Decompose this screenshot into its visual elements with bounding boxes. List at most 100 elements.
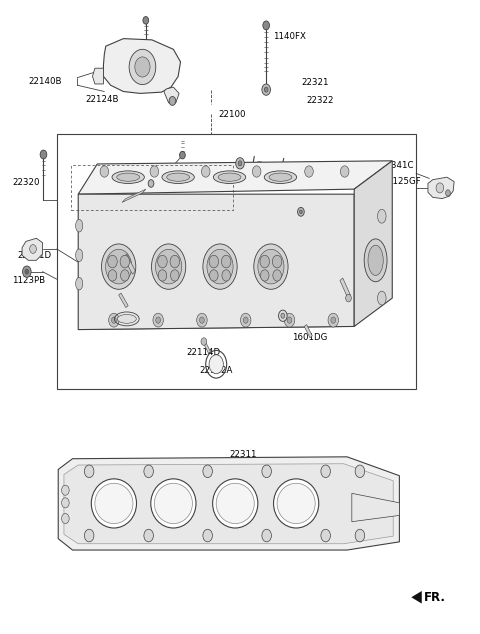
Ellipse shape bbox=[112, 171, 144, 183]
Circle shape bbox=[169, 96, 176, 105]
Text: 1601DG: 1601DG bbox=[292, 333, 328, 342]
Text: 1573GE: 1573GE bbox=[263, 319, 297, 328]
Polygon shape bbox=[58, 457, 399, 550]
Ellipse shape bbox=[75, 219, 83, 232]
Polygon shape bbox=[64, 463, 393, 544]
Circle shape bbox=[201, 338, 207, 346]
Circle shape bbox=[144, 529, 154, 542]
Ellipse shape bbox=[218, 173, 241, 181]
Polygon shape bbox=[123, 254, 135, 274]
Circle shape bbox=[300, 210, 302, 214]
Circle shape bbox=[346, 294, 351, 302]
Circle shape bbox=[252, 166, 261, 177]
Circle shape bbox=[144, 465, 154, 477]
Text: 22125A: 22125A bbox=[238, 180, 271, 189]
Circle shape bbox=[262, 84, 270, 95]
Ellipse shape bbox=[91, 479, 136, 528]
Circle shape bbox=[23, 266, 31, 277]
Bar bbox=[71, 165, 233, 210]
Ellipse shape bbox=[213, 479, 258, 528]
Circle shape bbox=[331, 317, 336, 323]
Ellipse shape bbox=[207, 249, 233, 284]
Circle shape bbox=[25, 269, 29, 274]
Circle shape bbox=[111, 317, 116, 323]
Ellipse shape bbox=[152, 244, 186, 289]
Circle shape bbox=[236, 158, 244, 169]
Ellipse shape bbox=[151, 479, 196, 528]
Text: 22129: 22129 bbox=[245, 165, 272, 175]
Ellipse shape bbox=[203, 244, 237, 289]
Circle shape bbox=[197, 313, 207, 327]
Circle shape bbox=[445, 190, 450, 196]
Ellipse shape bbox=[364, 239, 387, 281]
Circle shape bbox=[135, 57, 150, 77]
Text: 22124B: 22124B bbox=[85, 95, 119, 104]
Ellipse shape bbox=[170, 269, 179, 281]
Polygon shape bbox=[352, 493, 399, 522]
Circle shape bbox=[328, 313, 338, 327]
Ellipse shape bbox=[209, 256, 218, 268]
Text: 22124B: 22124B bbox=[95, 184, 128, 193]
Text: 1140FX: 1140FX bbox=[273, 32, 306, 41]
Circle shape bbox=[202, 166, 210, 177]
Circle shape bbox=[108, 313, 119, 327]
Text: 1125GF: 1125GF bbox=[387, 177, 421, 186]
Text: 22112A: 22112A bbox=[200, 366, 233, 375]
Text: 22100: 22100 bbox=[218, 110, 246, 119]
Ellipse shape bbox=[158, 256, 167, 268]
Polygon shape bbox=[119, 293, 128, 307]
Circle shape bbox=[321, 529, 330, 542]
Ellipse shape bbox=[221, 256, 231, 268]
Text: 22113A: 22113A bbox=[81, 316, 114, 325]
Polygon shape bbox=[78, 161, 392, 194]
Ellipse shape bbox=[216, 483, 254, 524]
Ellipse shape bbox=[106, 249, 132, 284]
Polygon shape bbox=[428, 177, 454, 198]
Polygon shape bbox=[22, 238, 43, 261]
Ellipse shape bbox=[167, 173, 190, 181]
Circle shape bbox=[200, 317, 204, 323]
Ellipse shape bbox=[213, 171, 246, 183]
Circle shape bbox=[305, 166, 313, 177]
Ellipse shape bbox=[158, 269, 167, 281]
Ellipse shape bbox=[156, 249, 182, 284]
Ellipse shape bbox=[210, 269, 218, 281]
Ellipse shape bbox=[120, 269, 129, 281]
Text: 22114D: 22114D bbox=[187, 348, 221, 357]
Circle shape bbox=[281, 313, 285, 318]
Ellipse shape bbox=[260, 256, 269, 268]
Circle shape bbox=[284, 313, 295, 327]
Polygon shape bbox=[164, 87, 179, 103]
Ellipse shape bbox=[162, 171, 194, 183]
Polygon shape bbox=[93, 68, 103, 84]
Polygon shape bbox=[203, 340, 211, 354]
Circle shape bbox=[287, 317, 292, 323]
Ellipse shape bbox=[170, 256, 180, 268]
Polygon shape bbox=[340, 278, 350, 297]
Circle shape bbox=[262, 465, 271, 477]
Text: 22322: 22322 bbox=[307, 96, 334, 105]
Circle shape bbox=[355, 529, 365, 542]
Circle shape bbox=[436, 183, 444, 193]
Circle shape bbox=[263, 21, 269, 30]
Circle shape bbox=[298, 207, 304, 216]
Text: 22311: 22311 bbox=[229, 450, 257, 459]
Ellipse shape bbox=[108, 256, 117, 268]
Circle shape bbox=[100, 166, 108, 177]
Text: 22140B: 22140B bbox=[28, 77, 62, 86]
Ellipse shape bbox=[155, 483, 192, 524]
Circle shape bbox=[262, 529, 271, 542]
Text: FR.: FR. bbox=[424, 591, 445, 604]
Polygon shape bbox=[411, 591, 422, 604]
Text: 22124C: 22124C bbox=[307, 213, 340, 222]
Circle shape bbox=[30, 245, 36, 254]
Circle shape bbox=[148, 179, 154, 187]
Text: 22126A: 22126A bbox=[280, 180, 314, 189]
Text: 22122B: 22122B bbox=[126, 164, 159, 174]
Ellipse shape bbox=[102, 244, 136, 289]
Polygon shape bbox=[78, 194, 354, 330]
Ellipse shape bbox=[117, 314, 136, 323]
Ellipse shape bbox=[261, 269, 269, 281]
Circle shape bbox=[153, 313, 163, 327]
Ellipse shape bbox=[377, 209, 386, 223]
